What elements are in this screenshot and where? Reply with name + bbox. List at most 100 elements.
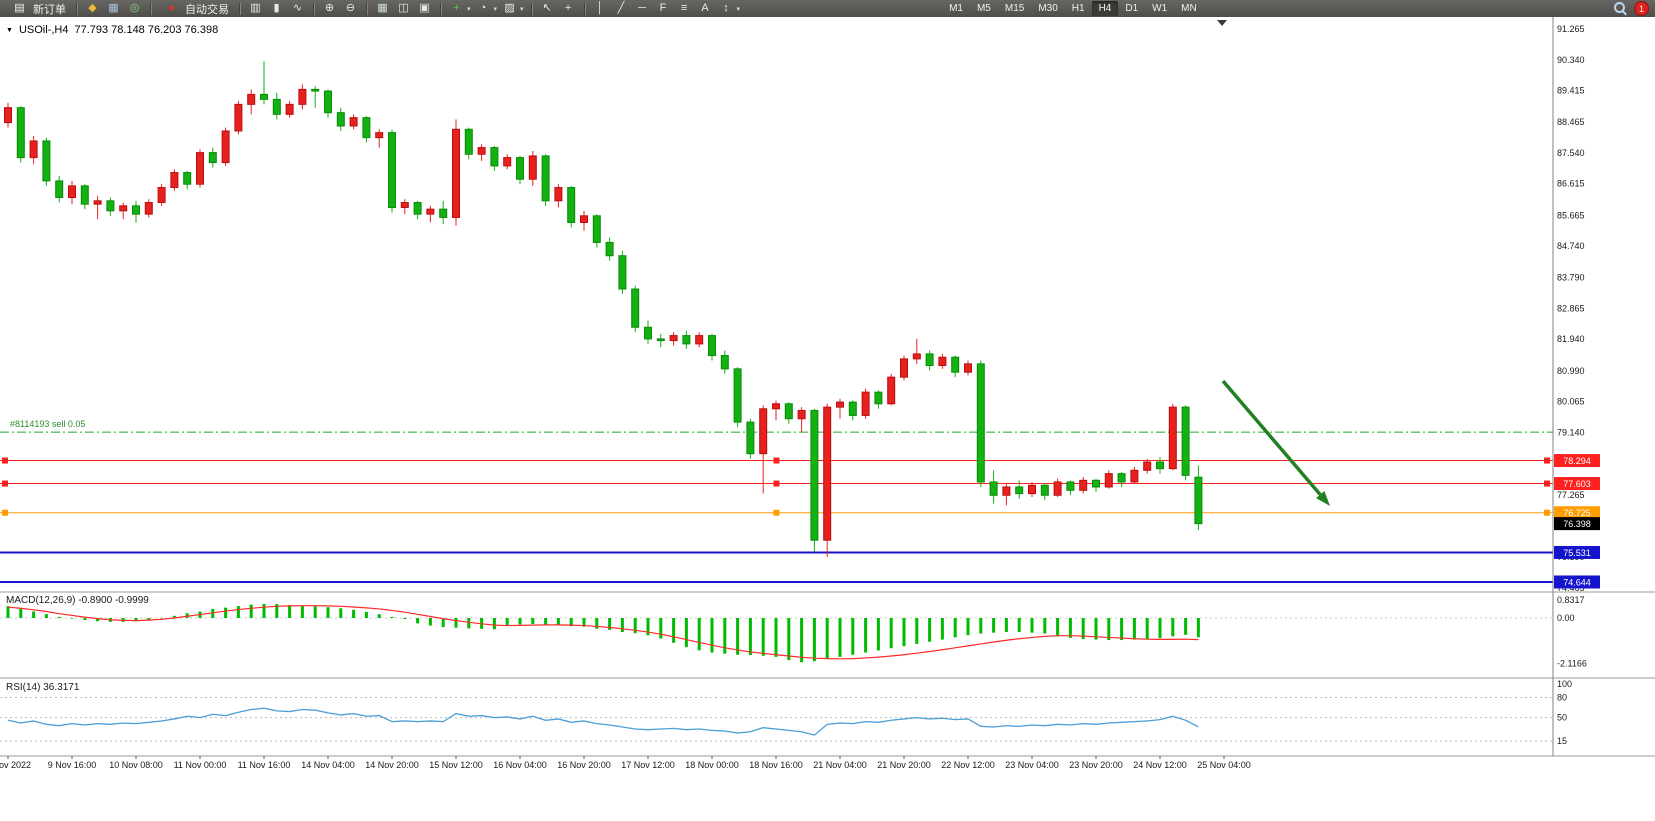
auto-trading-button[interactable]: ● 自动交易 <box>156 1 234 16</box>
svg-text:23 Nov 20:00: 23 Nov 20:00 <box>1069 760 1123 770</box>
zoom-in-icon[interactable]: ⊕ <box>324 2 335 14</box>
time-axis[interactable]: 9 Nov 2022 9 Nov 16:00 10 Nov 08:00 11 Nov … <box>0 756 1251 770</box>
svg-text:14 Nov 04:00: 14 Nov 04:00 <box>301 760 355 770</box>
new-order-label: 新订单 <box>33 3 66 16</box>
timeframe-m30[interactable]: M30 <box>1038 3 1058 14</box>
add-indicator-icon[interactable]: + <box>453 2 460 14</box>
bar-chart-icon[interactable]: ▥ <box>250 2 261 14</box>
timeframe-h4[interactable]: H4 <box>1091 1 1119 16</box>
svg-text:91.265: 91.265 <box>1557 24 1585 34</box>
data-window-icon[interactable]: ▦ <box>108 2 119 14</box>
svg-text:-2.1166: -2.1166 <box>1557 659 1587 669</box>
svg-text:18 Nov 16:00: 18 Nov 16:00 <box>749 760 803 770</box>
new-order-button[interactable]: ▤ 新订单 <box>4 1 71 16</box>
collapse-triangle-icon[interactable]: ▼ <box>6 26 13 34</box>
chart-wizard-icon[interactable]: ◆ <box>88 2 97 14</box>
dropdown-arrow-icon[interactable]: ▾ <box>467 5 471 13</box>
svg-text:18 Nov 00:00: 18 Nov 00:00 <box>685 760 739 770</box>
notification-badge[interactable]: 1 <box>1634 1 1649 16</box>
position-label[interactable]: #8114193 sell 0.05 <box>10 419 86 430</box>
trend-arrow[interactable] <box>1221 379 1330 506</box>
toolbar-separator <box>440 2 441 15</box>
fibonacci-icon[interactable]: F <box>659 2 667 14</box>
svg-text:80.065: 80.065 <box>1557 397 1585 407</box>
macd-label: MACD(12,26,9) -0.8900 -0.9999 <box>6 595 149 606</box>
toolbar-separator <box>150 2 151 15</box>
candlestick-chart-icon[interactable]: ▮ <box>273 2 280 14</box>
svg-text:100: 100 <box>1557 679 1572 689</box>
toolbar: ▤ 新订单 ◆ ▦ ◎ ● 自动交易 ▥ ▮ ∿ ⊕ ⊖ ▦ ◫ ▣ + ▾ ◔ ▾ ▨ ▾ ↖ + │ ╱ ─ F ≡ A ↕… <box>0 0 1655 17</box>
template-icon[interactable]: ▨ <box>504 2 515 14</box>
cursor-icon[interactable]: ↖ <box>542 2 552 14</box>
line-handle[interactable] <box>1544 457 1550 464</box>
candles <box>4 61 1203 557</box>
toolbar-separator <box>76 2 77 15</box>
shapes-icon-group[interactable]: ↕ ▾ <box>716 1 743 16</box>
line-handle[interactable] <box>1544 509 1550 516</box>
svg-text:85.665: 85.665 <box>1557 210 1585 220</box>
horizontal-line-icon[interactable]: ─ <box>638 2 646 14</box>
line-handle[interactable] <box>2 457 8 464</box>
timeframe-w1[interactable]: W1 <box>1152 3 1168 14</box>
pivot-line[interactable] <box>0 509 1553 516</box>
svg-text:82.865: 82.865 <box>1557 303 1585 313</box>
timeframe-m5[interactable]: M5 <box>976 3 991 14</box>
auto-trading-label: 自动交易 <box>185 3 229 16</box>
resistance-line-2[interactable] <box>0 480 1553 487</box>
scroll-marker-icon[interactable] <box>1217 20 1227 26</box>
channel-icon[interactable]: ≡ <box>680 2 688 14</box>
line-chart-icon[interactable]: ∿ <box>292 2 303 14</box>
timeframe-bar: M1 M5 M15 M30 H1 H4 D1 W1 MN <box>942 1 1204 16</box>
svg-text:77.265: 77.265 <box>1557 490 1585 500</box>
rsi-line <box>7 707 1199 736</box>
dropdown-arrow-icon[interactable]: ▾ <box>736 5 741 13</box>
toolbar-icon-group: ◆ ▦ ◎ <box>82 1 145 16</box>
timeframe-mn[interactable]: MN <box>1181 3 1197 14</box>
svg-text:21 Nov 04:00: 21 Nov 04:00 <box>813 760 867 770</box>
arrange-windows-icon[interactable]: ▣ <box>419 2 430 14</box>
dropdown-arrow-icon[interactable]: ▾ <box>493 5 498 13</box>
toolbar-icon-group: ▥ ▮ ∿ ⊕ ⊖ ▦ ◫ ▣ + ▾ ◔ ▾ ▨ ▾ ↖ + │ ╱ ─ F ≡ A ↕ ▾ <box>234 1 742 16</box>
svg-text:16 Nov 04:00: 16 Nov 04:00 <box>493 760 547 770</box>
svg-text:86.615: 86.615 <box>1557 179 1585 189</box>
toolbar-separator <box>530 2 532 15</box>
timeframe-h1[interactable]: H1 <box>1071 3 1085 14</box>
resistance-line-1[interactable] <box>0 457 1553 464</box>
market-watch-icon[interactable]: ◎ <box>129 2 140 14</box>
trendline-icon[interactable]: ╱ <box>617 2 625 14</box>
period-selector-icon[interactable]: ◔ <box>479 2 487 14</box>
rsi-level-lines <box>0 696 1553 742</box>
timeframe-d1[interactable]: D1 <box>1125 3 1139 14</box>
zoom-out-icon[interactable]: ⊖ <box>345 2 356 14</box>
line-handle[interactable] <box>773 509 780 516</box>
svg-text:74.644: 74.644 <box>1563 577 1591 587</box>
shapes-icon[interactable]: ↕ <box>723 2 729 14</box>
svg-text:76.398: 76.398 <box>1563 519 1591 529</box>
line-handle[interactable] <box>773 480 780 487</box>
svg-text:11 Nov 00:00: 11 Nov 00:00 <box>174 760 227 770</box>
line-handle[interactable] <box>2 480 8 487</box>
toolbar-separator <box>239 2 240 15</box>
dropdown-arrow-icon[interactable]: ▾ <box>520 5 524 13</box>
toolbar-separator <box>366 2 367 15</box>
search-icon[interactable] <box>1614 2 1627 15</box>
toolbar-separator <box>583 2 585 15</box>
cascade-windows-icon[interactable]: ◫ <box>398 2 409 14</box>
timeframe-m1[interactable]: M1 <box>949 3 963 14</box>
line-handle[interactable] <box>1544 480 1550 487</box>
svg-text:9 Nov 16:00: 9 Nov 16:00 <box>48 760 97 770</box>
vertical-line-icon[interactable]: │ <box>596 2 604 14</box>
text-tool-icon[interactable]: A <box>701 2 709 14</box>
tile-windows-icon[interactable]: ▦ <box>377 2 388 14</box>
timeframe-m15[interactable]: M15 <box>1004 3 1025 14</box>
line-handle[interactable] <box>773 457 780 464</box>
template-icon-group[interactable]: ▨ ▾ <box>499 1 526 16</box>
crosshair-icon[interactable]: + <box>564 2 572 14</box>
add-indicator-icon-group[interactable]: + ▾ <box>446 1 473 16</box>
period-selector-icon-group[interactable]: ◔ ▾ <box>473 1 500 16</box>
svg-text:88.465: 88.465 <box>1557 117 1585 127</box>
svg-text:75.531: 75.531 <box>1563 548 1591 558</box>
line-handle[interactable] <box>2 509 8 516</box>
